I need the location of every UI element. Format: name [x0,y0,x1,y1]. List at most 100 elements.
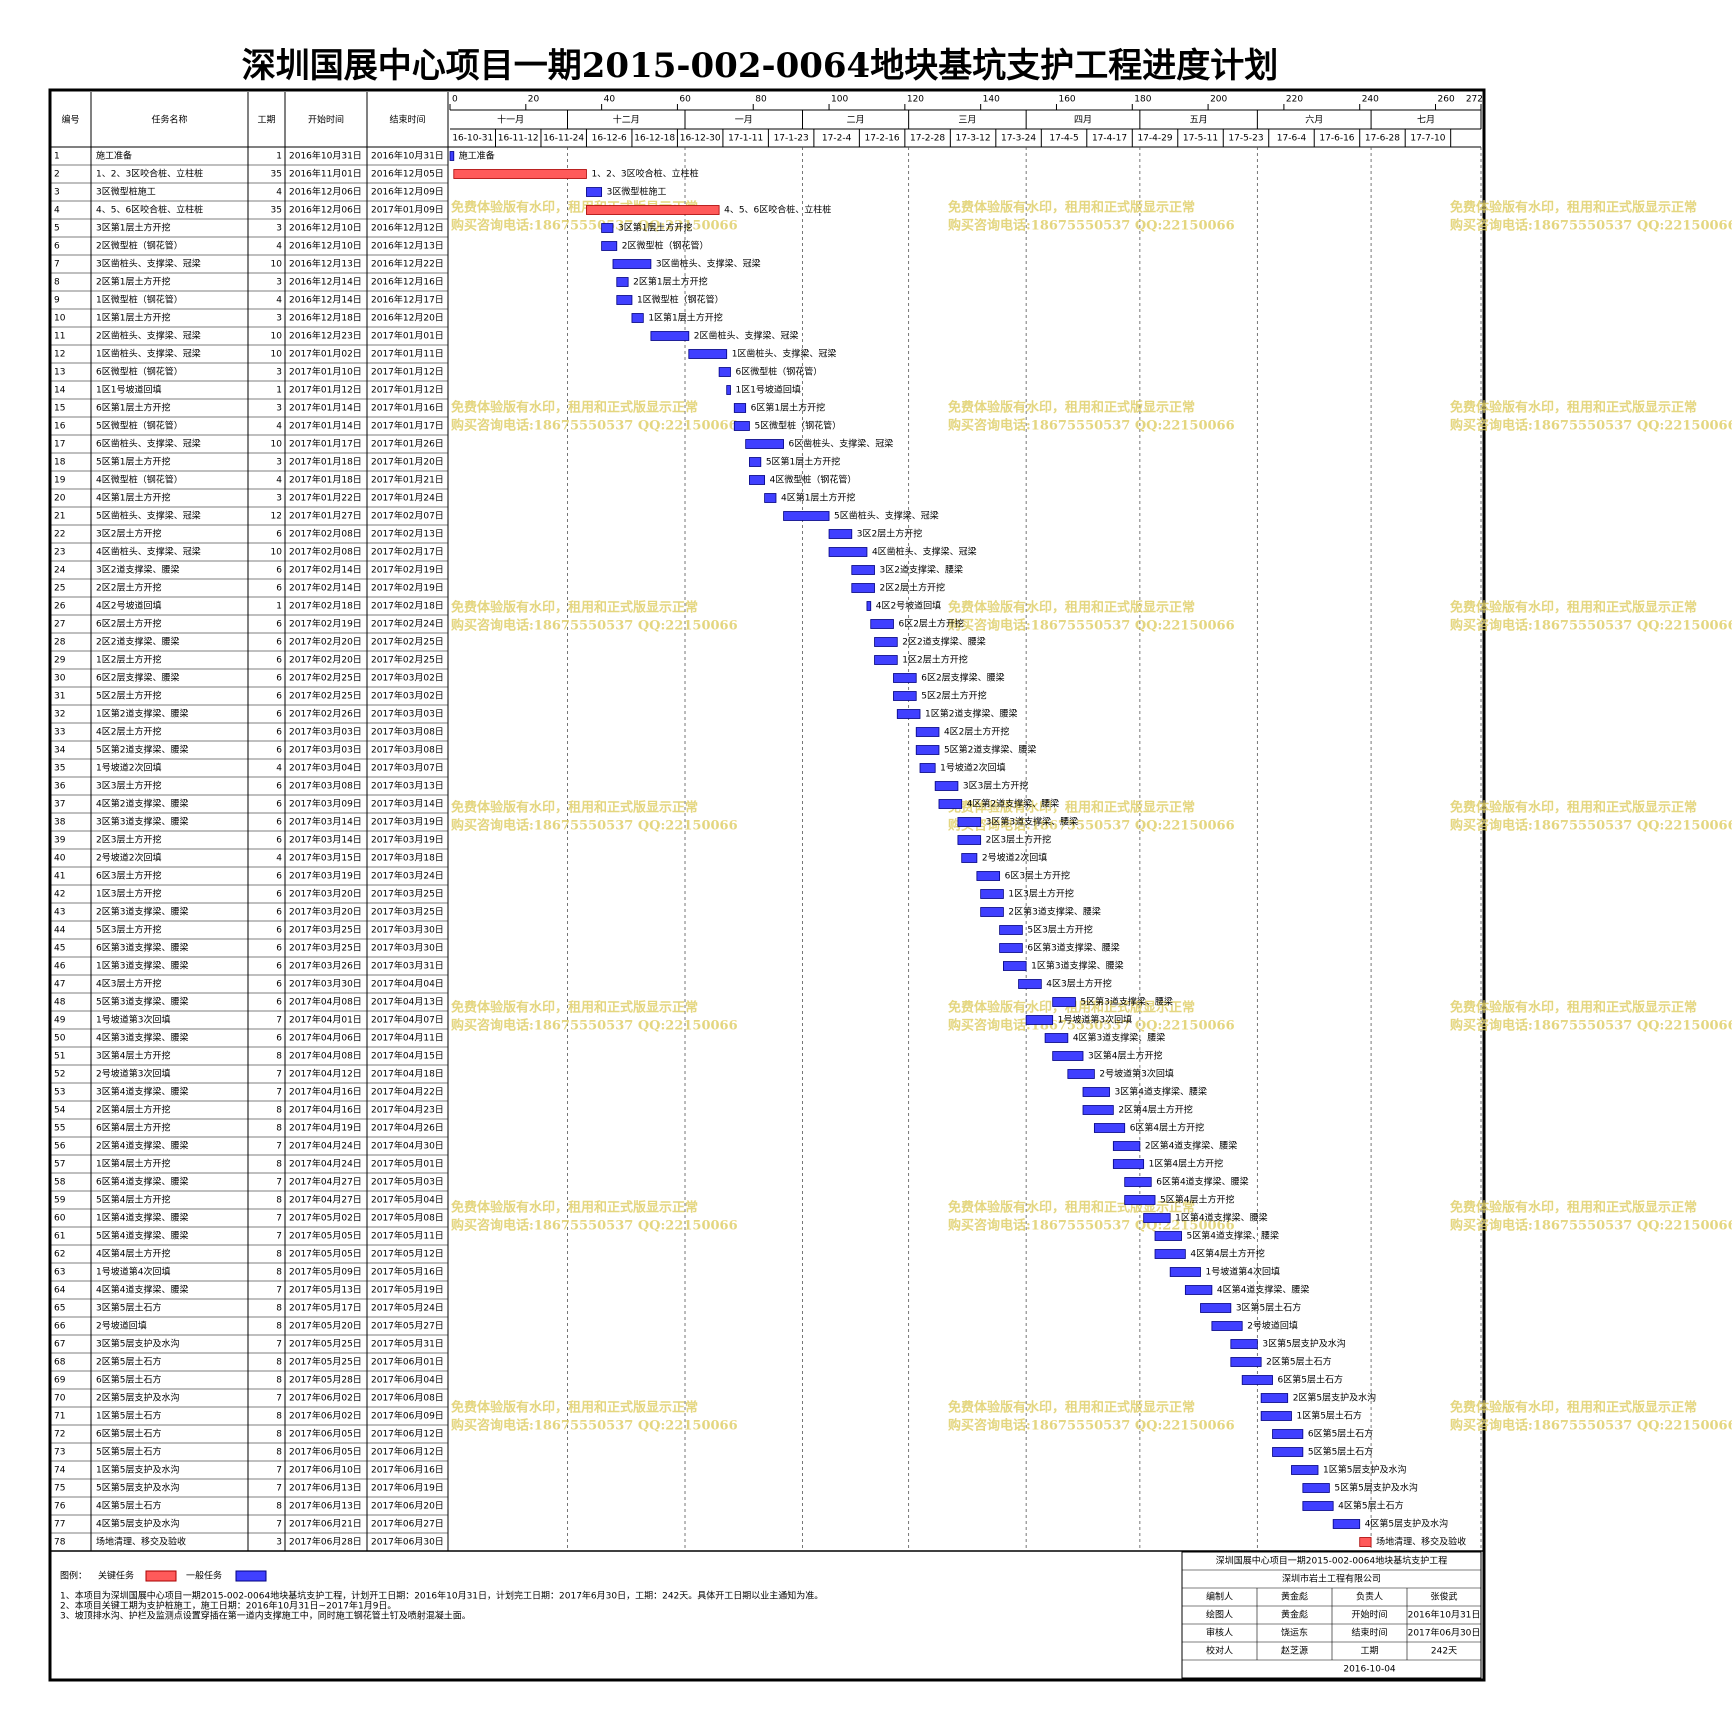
row-id: 13 [54,368,65,378]
task-bar [631,313,644,323]
task-start: 2017年02月25日 [289,690,362,702]
task-duration: 6 [276,638,282,648]
task-bar [612,259,652,269]
bar-label: 4区第5层土石方 [1338,1500,1403,1512]
row-id: 32 [54,710,65,720]
task-bar [601,223,614,233]
watermark: 购买咨询电话:18675550537 QQ:22150066 [948,1418,1235,1434]
scale-tick-label: 80 [755,95,767,105]
task-duration: 7 [276,1214,282,1224]
task-bar [999,925,1023,935]
task-name: 2区第4层土方开挖 [96,1104,170,1116]
bar-label: 1区第1层土方开挖 [648,312,722,324]
task-bar [1230,1339,1258,1349]
row-id: 60 [54,1214,66,1224]
task-duration: 6 [276,836,282,846]
task-bar [1112,1141,1141,1151]
task-start: 2017年02月20日 [289,654,362,666]
watermark: 免费体验版有水印，租用和正式版显示正常 [451,600,698,616]
task-bar [1003,961,1027,971]
task-start: 2017年03月03日 [289,726,362,738]
task-start: 2017年03月08日 [289,780,362,792]
task-end: 2017年06月08日 [371,1392,444,1404]
row-id: 20 [54,494,66,504]
row-id: 51 [54,1052,65,1062]
task-end: 2017年03月02日 [371,690,444,702]
task-start: 2017年06月05日 [289,1446,362,1458]
task-duration: 6 [276,944,282,954]
bar-label: 5区3层土方开挖 [1027,924,1092,936]
task-name: 6区第4道支撑梁、腰梁 [96,1176,188,1188]
task-name: 5区凿桩头、支撑梁、冠梁 [96,510,201,522]
month-label: 六月 [1305,114,1323,126]
task-name: 4区2层土方开挖 [96,726,161,738]
task-duration: 3 [276,404,282,414]
task-start: 2016年11月01日 [289,168,362,180]
row-id: 30 [54,674,66,684]
task-end: 2017年06月04日 [371,1374,444,1386]
bar-label: 3区第4道支撑梁、腰梁 [1115,1086,1207,1098]
task-duration: 10 [271,440,283,450]
task-start: 2017年01月12日 [289,384,362,396]
row-id: 3 [54,188,60,198]
task-start: 2017年03月19日 [289,870,362,882]
task-start: 2017年06月28日 [289,1536,362,1548]
task-start: 2017年05月28日 [289,1374,362,1386]
row-id: 22 [54,530,65,540]
task-end: 2017年06月01日 [371,1356,444,1368]
task-end: 2017年03月25日 [371,906,444,918]
task-start: 2017年04月16日 [289,1104,362,1116]
task-start: 2016年12月06日 [289,186,362,198]
task-duration: 4 [276,242,282,252]
row-id: 62 [54,1250,65,1260]
task-start: 2016年10月31日 [289,150,362,162]
row-id: 48 [54,998,66,1008]
bar-label: 5区第5层土石方 [1308,1446,1373,1458]
row-id: 69 [54,1376,66,1386]
task-name: 3区凿桩头、支撑梁、冠梁 [96,258,201,270]
task-bar [453,169,587,179]
task-start: 2016年12月10日 [289,240,362,252]
bar-label: 3区第3道支撑梁、腰梁 [986,816,1078,828]
task-end: 2017年04月04日 [371,978,444,990]
row-id: 19 [54,476,66,486]
task-bar [1260,1393,1289,1403]
row-id: 40 [54,854,66,864]
task-duration: 3 [276,224,282,234]
task-duration: 6 [276,818,282,828]
row-id: 10 [54,314,66,324]
legend-normal-swatch [235,1570,267,1582]
task-start: 2017年05月02日 [289,1212,362,1224]
bar-label: 6区第1层土方开挖 [751,402,825,414]
scale-tick-label: 272 [1466,95,1483,105]
task-end: 2017年03月19日 [371,834,444,846]
task-name: 4区第1层土方开挖 [96,492,170,504]
task-end: 2016年12月16日 [371,276,444,288]
task-duration: 7 [276,1520,282,1530]
task-name: 2区第5层支护及水沟 [96,1392,179,1404]
task-bar [586,187,603,197]
bar-label: 3区3层土方开挖 [963,780,1028,792]
watermark: 免费体验版有水印，租用和正式版显示正常 [1450,1400,1697,1416]
task-duration: 8 [276,1304,282,1314]
task-name: 6区微型桩（钢花管） [96,366,183,378]
bar-label: 6区2层土方开挖 [898,618,963,630]
task-start: 2017年03月26日 [289,960,362,972]
task-duration: 12 [271,512,282,522]
task-bar [1184,1285,1213,1295]
watermark: 免费体验版有水印，租用和正式版显示正常 [1450,1200,1697,1216]
task-start: 2017年01月14日 [289,402,362,414]
task-name: 5区第4层土方开挖 [96,1194,170,1206]
info-table [1181,1551,1482,1679]
task-end: 2017年03月07日 [371,762,444,774]
task-end: 2017年04月15日 [371,1050,444,1062]
bar-label: 1区第5层支护及水沟 [1323,1464,1406,1476]
watermark: 购买咨询电话:18675550537 QQ:22150066 [1450,818,1732,834]
scale-tick-label: 120 [907,95,924,105]
task-duration: 10 [271,260,283,270]
task-name: 施工准备 [96,150,132,162]
task-end: 2017年04月30日 [371,1140,444,1152]
info-cell: 242天 [1431,1647,1457,1657]
task-end: 2017年02月25日 [371,654,444,666]
watermark: 购买咨询电话:18675550537 QQ:22150066 [1450,1018,1732,1034]
